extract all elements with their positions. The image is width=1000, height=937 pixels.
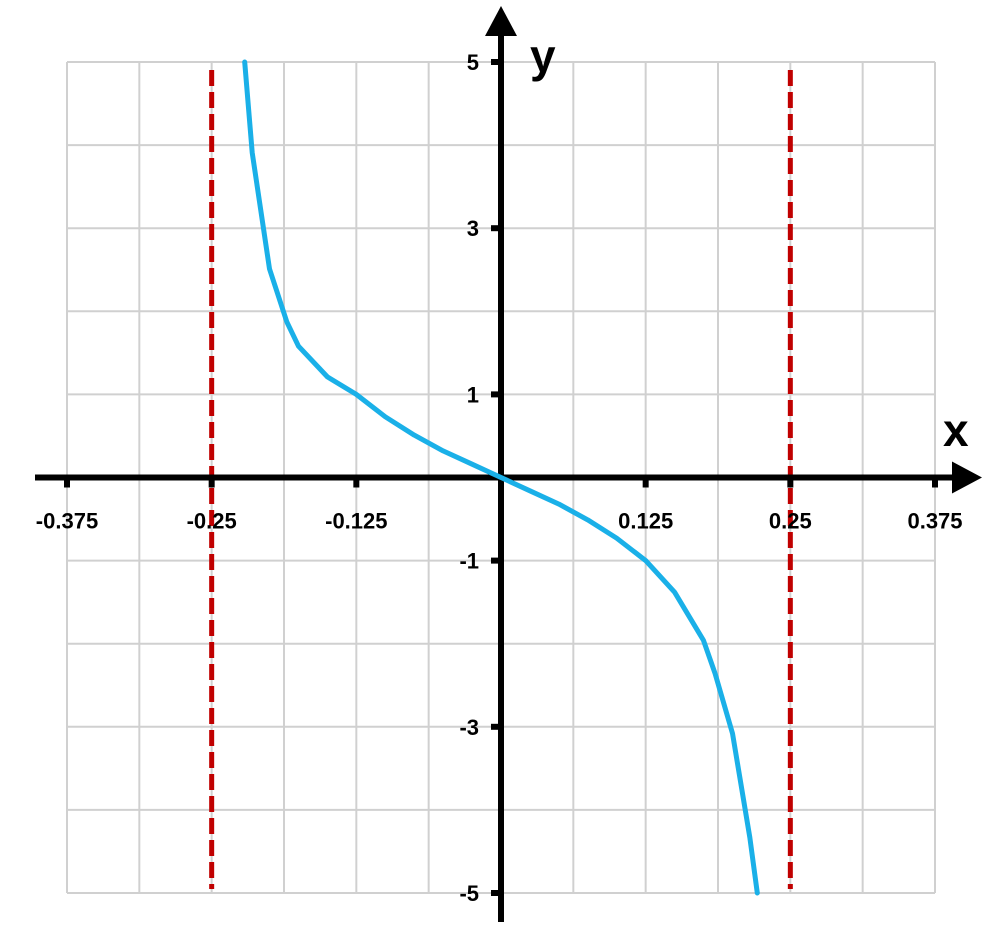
tick-labels: -0.375 -0.25 -0.125 0.125 0.25 0.375 5 3 1 -1 -3 -5 [36,50,963,906]
y-axis-label: y [530,30,556,82]
x-tick-label: -0.375 [36,509,98,534]
curves [242,59,760,896]
y-tick-label: 3 [467,216,479,241]
x-tick-label: 0.25 [769,509,812,534]
y-tick-label: 5 [467,50,479,75]
y-tick-label: 1 [467,382,479,407]
x-tick-label: -0.125 [325,509,387,534]
x-axis-label: x [943,404,969,456]
axes [35,6,982,922]
x-tick-label: -0.25 [187,509,237,534]
x-tick-label: 0.125 [618,509,673,534]
y-axis-arrow [485,6,517,36]
y-tick-label: -3 [459,715,479,740]
y-tick-label: -5 [459,881,479,906]
x-tick-label: 0.375 [907,509,962,534]
y-tick-label: -1 [459,549,479,574]
series-line [242,59,760,896]
x-axis-arrow [952,461,982,494]
